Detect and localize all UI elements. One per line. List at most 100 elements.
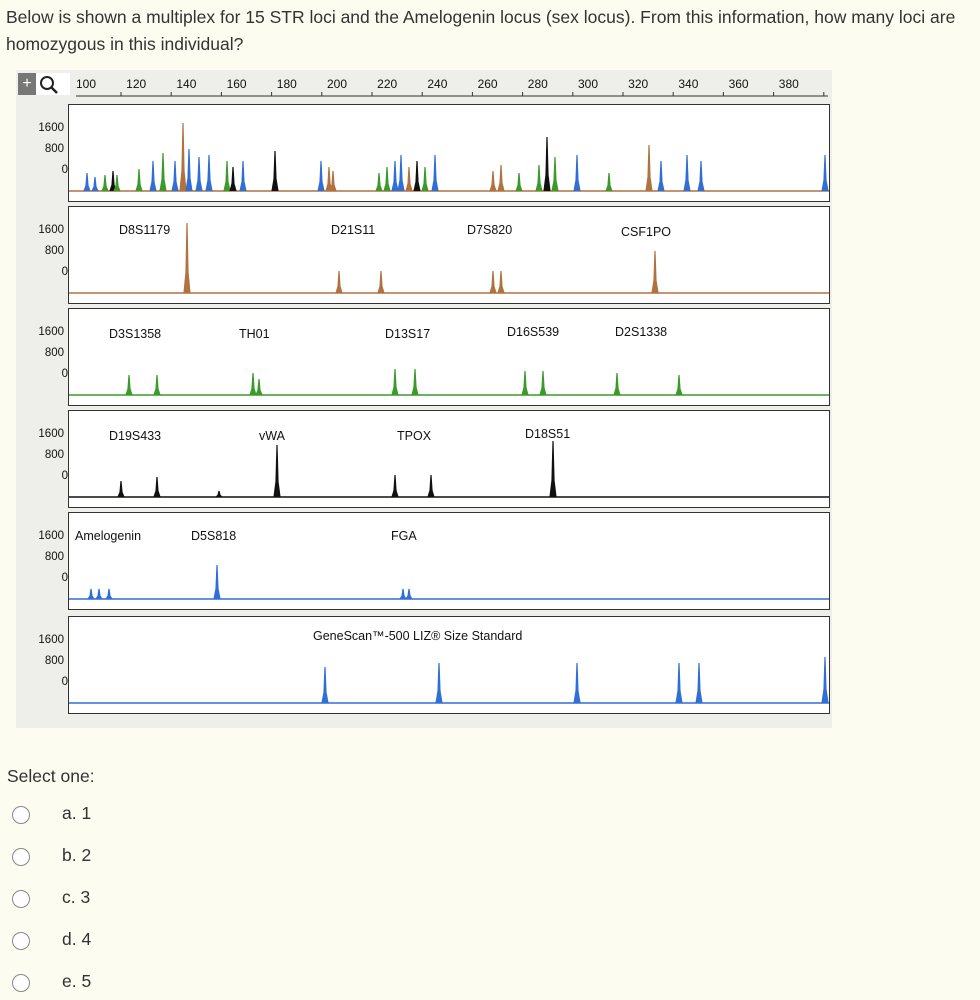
- peak: [675, 374, 683, 396]
- peak: [645, 144, 653, 192]
- ruler-label: 100: [75, 77, 97, 91]
- y-axis-label: 800: [44, 551, 64, 563]
- peak: [213, 564, 221, 600]
- radio-button[interactable]: [12, 974, 30, 992]
- peak: [397, 154, 405, 192]
- locus-label: CSF1PO: [621, 225, 672, 239]
- peak: [317, 160, 325, 192]
- peak: [489, 270, 497, 294]
- option-label: c. 3: [62, 887, 91, 907]
- peak: [383, 166, 391, 192]
- peak: [821, 154, 829, 192]
- y-axis-label: 0: [61, 368, 68, 380]
- peak: [489, 170, 497, 192]
- locus-label: D16S539: [507, 325, 560, 339]
- answer-option[interactable]: c. 3: [12, 886, 212, 916]
- peak: [551, 156, 559, 192]
- y-axis-label: 1600: [38, 530, 64, 542]
- peak: [117, 480, 125, 498]
- ruler-label: 340: [678, 77, 699, 91]
- radio-button[interactable]: [12, 932, 30, 950]
- electropherogram-panel: D3S1358 TH01 D13S17 D16S539 D2S1338: [68, 308, 830, 406]
- peak: [613, 372, 621, 396]
- ruler-label: 180: [276, 77, 297, 91]
- peak: [185, 148, 193, 192]
- radio-button[interactable]: [12, 848, 30, 866]
- locus-label: D18S51: [525, 427, 571, 441]
- peak: [515, 172, 523, 192]
- y-axis-label: 0: [61, 676, 68, 688]
- zoom-in-icon[interactable]: +: [18, 73, 36, 95]
- peak: [329, 170, 337, 192]
- ruler-label: 220: [377, 77, 398, 91]
- locus-label: D13S17: [385, 327, 431, 341]
- peak: [391, 474, 399, 498]
- peak: [105, 588, 113, 600]
- peak: [271, 150, 279, 192]
- locus-label: TH01: [239, 327, 270, 341]
- peak: [171, 160, 179, 192]
- peak: [135, 168, 143, 192]
- peak: [321, 666, 329, 704]
- peak: [683, 154, 691, 192]
- ruler-label: 280: [527, 77, 548, 91]
- ruler-label: 360: [728, 77, 749, 91]
- ruler-label: 300: [577, 77, 599, 91]
- peak: [195, 156, 203, 192]
- answer-option[interactable]: e. 5: [12, 970, 212, 1000]
- option-label: b. 2: [62, 845, 92, 865]
- locus-label: vWA: [259, 429, 285, 443]
- peak: [675, 662, 683, 704]
- peak: [335, 270, 343, 294]
- peak: [205, 154, 213, 192]
- y-axis-label: 800: [44, 245, 64, 257]
- answer-option[interactable]: d. 4: [12, 928, 212, 958]
- option-label: e. 5: [62, 971, 92, 991]
- peak: [377, 270, 385, 294]
- peak: [411, 368, 419, 396]
- ruler-label: 160: [226, 77, 247, 91]
- peak: [91, 176, 99, 192]
- size-ruler: 100 120 140 160 180 200 220 240 260 280 300 320 340 3…: [16, 70, 832, 104]
- peak: [399, 588, 407, 600]
- locus-label: D8S1179: [119, 223, 171, 237]
- select-one-label: Select one:: [7, 766, 95, 786]
- peak: [539, 370, 547, 396]
- peak: [149, 160, 157, 192]
- question-text: Below is shown a multiplex for 15 STR lo…: [6, 7, 956, 54]
- locus-label: D7S820: [467, 223, 513, 237]
- peak: [605, 172, 613, 192]
- ruler-label: 240: [427, 77, 448, 91]
- electropherogram-panel: GeneScan™-500 LIZ® Size Standard: [68, 616, 830, 714]
- magnifier-icon[interactable]: [36, 73, 70, 95]
- peak: [153, 374, 161, 396]
- peak: [229, 166, 237, 192]
- y-axis-label: 0: [61, 266, 68, 278]
- y-axis-label: 0: [61, 470, 68, 482]
- y-axis-label: 1600: [38, 122, 64, 134]
- answer-option[interactable]: b. 2: [12, 844, 212, 874]
- peak: [325, 166, 333, 192]
- locus-label: D5S818: [191, 529, 237, 543]
- answer-option[interactable]: a. 1: [12, 802, 212, 832]
- peak: [497, 270, 505, 294]
- peak: [183, 222, 191, 294]
- peak: [125, 374, 133, 396]
- peak: [821, 656, 829, 704]
- peak: [87, 588, 95, 600]
- peak: [435, 662, 443, 704]
- peak: [239, 160, 247, 192]
- peak: [405, 588, 413, 600]
- electropherogram-panel: D8S1179 D21S11 D7S820 CSF1PO: [68, 206, 830, 304]
- option-label: d. 4: [62, 929, 92, 949]
- locus-label: D19S433: [109, 429, 162, 443]
- peak: [535, 164, 543, 192]
- peak: [255, 378, 263, 396]
- peak: [153, 476, 161, 498]
- size-standard-label: GeneScan™-500 LIZ® Size Standard: [313, 629, 523, 643]
- electropherogram-panel: Amelogenin D5S818 FGA: [68, 512, 830, 610]
- radio-button[interactable]: [12, 806, 30, 824]
- radio-button[interactable]: [12, 890, 30, 908]
- locus-label: D3S1358: [109, 327, 162, 341]
- peak: [651, 250, 659, 294]
